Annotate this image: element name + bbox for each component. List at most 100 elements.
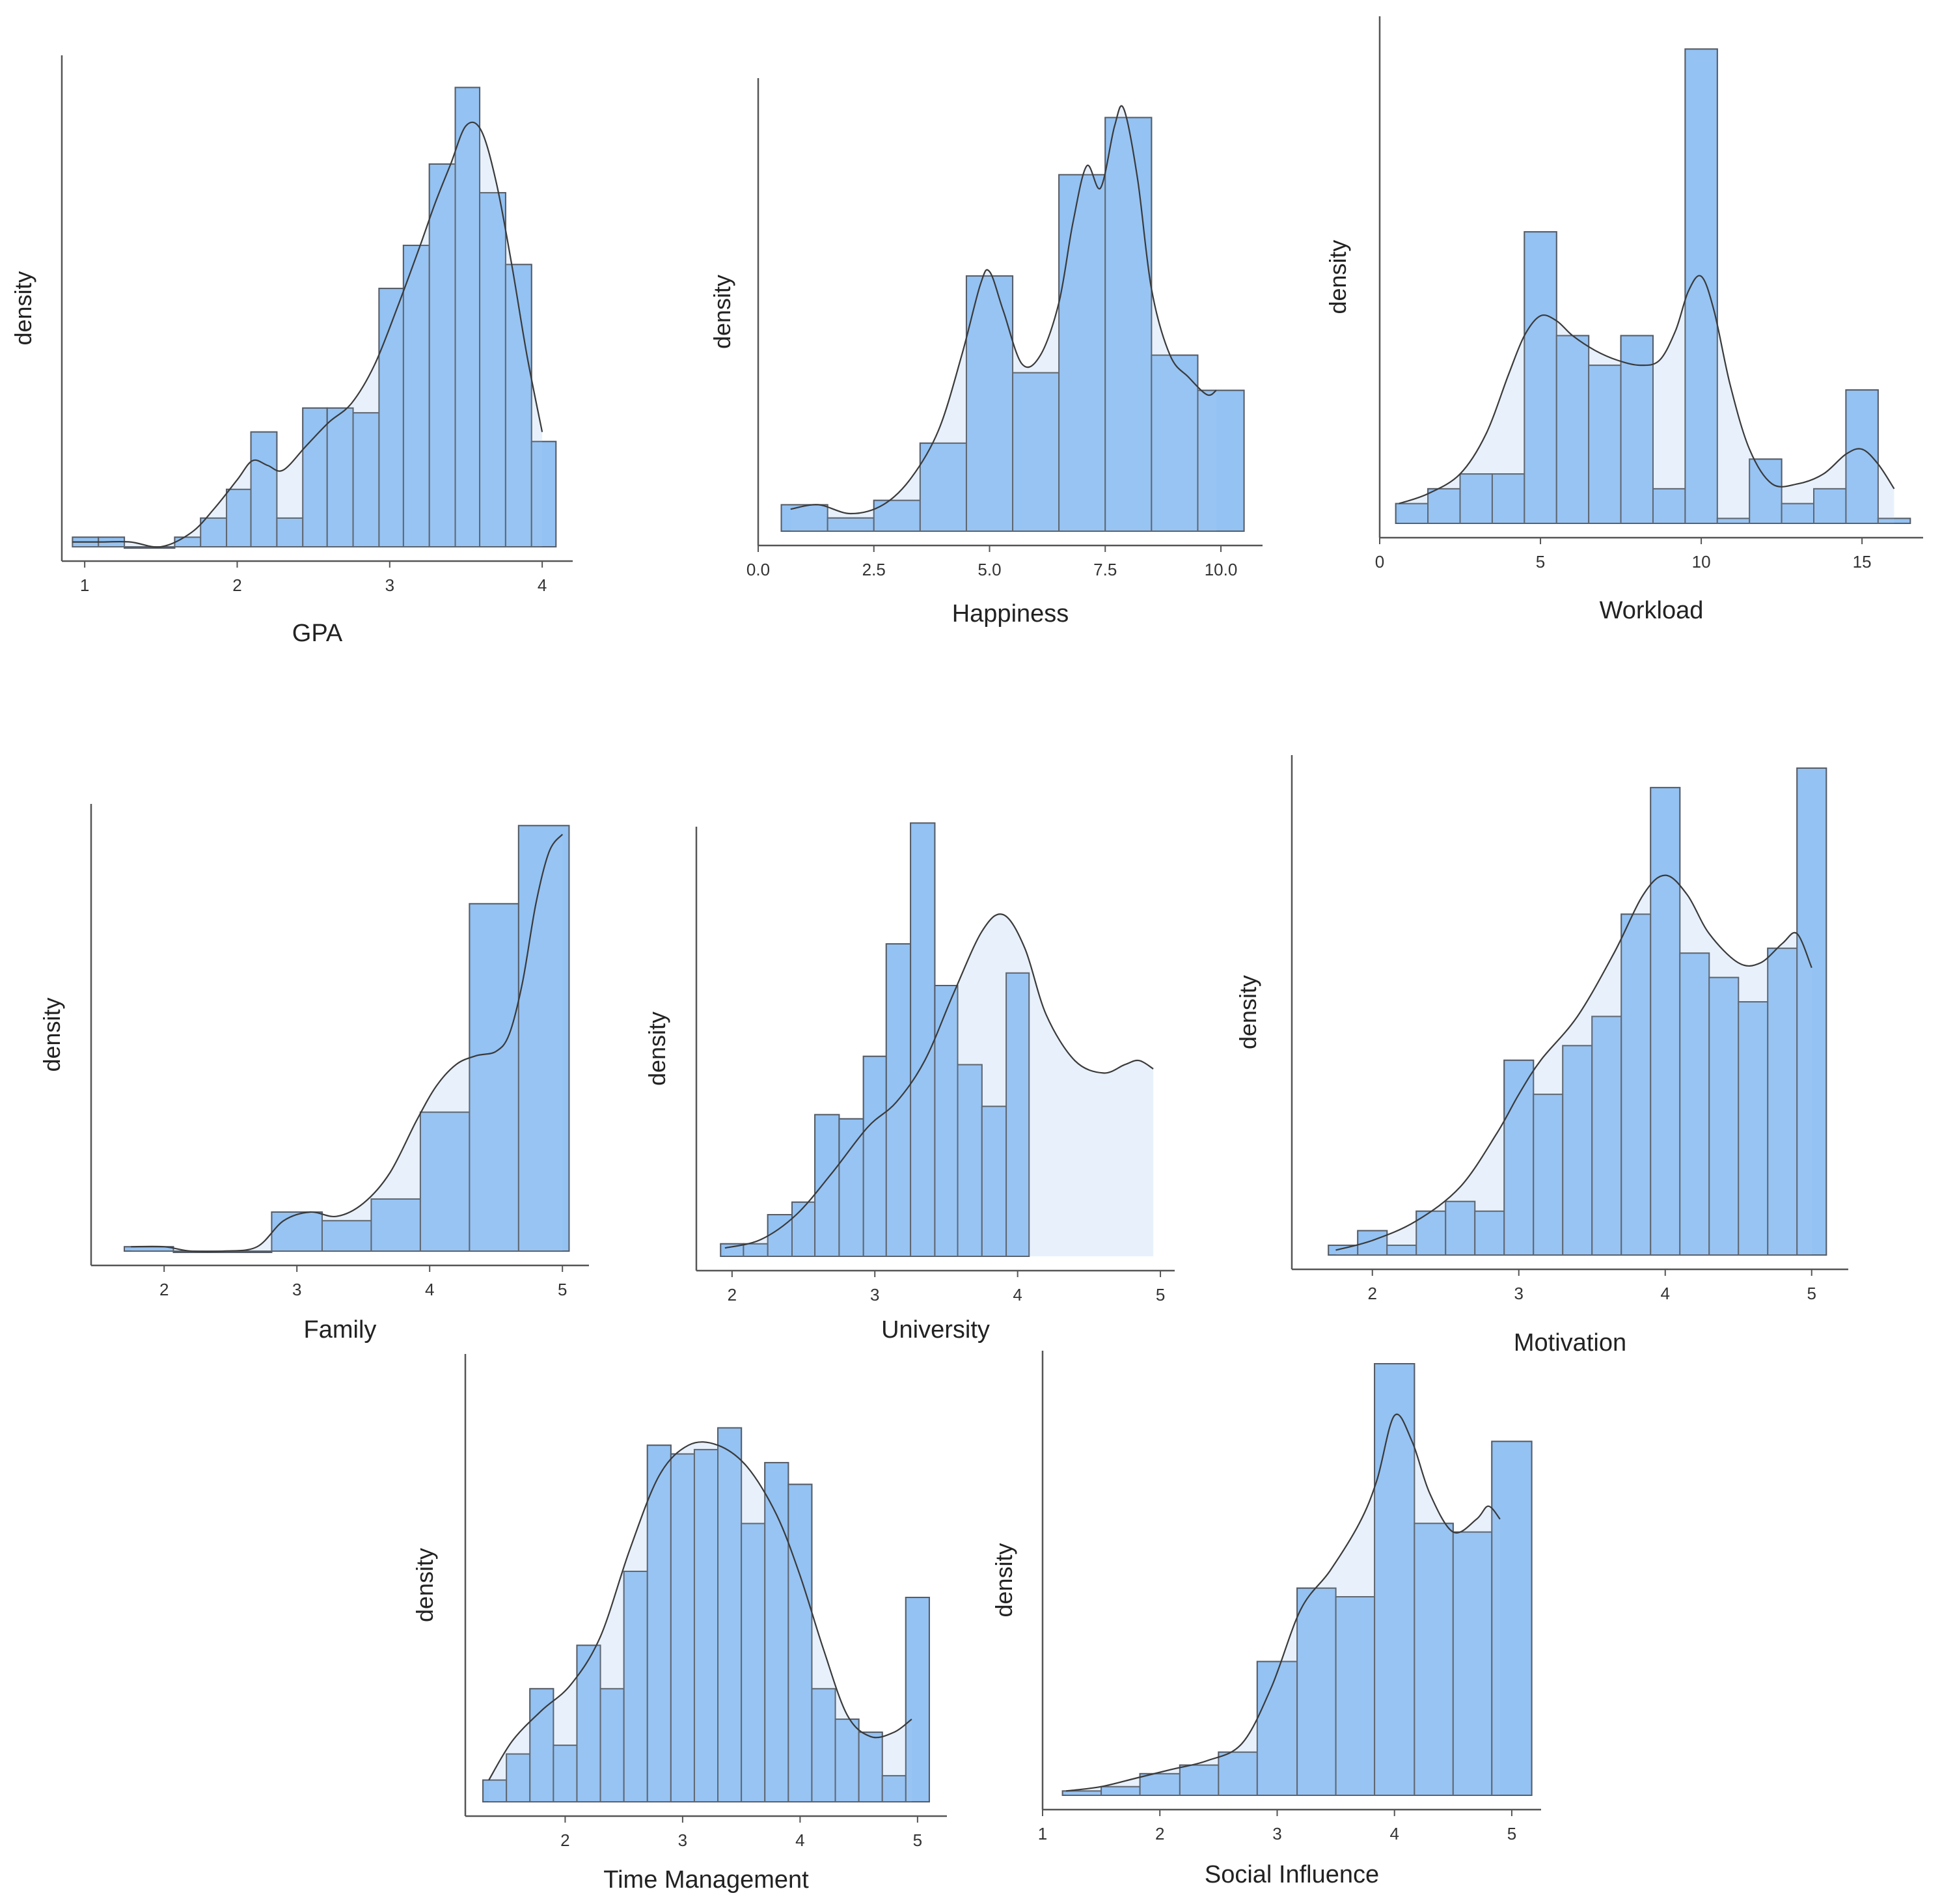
histogram-bar-overlay [1058, 174, 1106, 532]
histogram-bar-overlay [1781, 503, 1815, 525]
histogram-bar-overlay [302, 407, 328, 547]
density-curve [72, 121, 543, 548]
x-tick-label: 5 [913, 1830, 922, 1850]
histogram-bar-overlay [670, 1453, 695, 1803]
histogram-bar-overlay [1555, 335, 1590, 525]
histogram-bar-overlay [1179, 1764, 1220, 1797]
x-axis-title: Time Management [603, 1866, 809, 1894]
histogram-bar-overlay [1620, 913, 1652, 1256]
density-curve [488, 1441, 912, 1781]
histogram-bar-overlay [743, 1243, 769, 1258]
x-tick-label: 2 [232, 575, 241, 595]
histogram-bar-overlay [1813, 488, 1847, 524]
density-curve [1065, 1413, 1501, 1792]
histogram-bar-overlay [1061, 1790, 1102, 1797]
density-curve [1399, 275, 1895, 504]
histogram-bar-overlay [814, 1114, 840, 1258]
histogram-bar-overlay [910, 822, 936, 1257]
histogram-bar-overlay [1845, 389, 1879, 524]
histogram-bar-overlay [881, 1774, 907, 1802]
histogram-bar-overlay [1452, 1531, 1493, 1797]
histogram-bar-overlay [1620, 335, 1654, 525]
x-tick-label: 4 [1013, 1285, 1022, 1304]
histogram-bar-overlay [1562, 1045, 1593, 1256]
histogram-bar-overlay [276, 517, 304, 548]
histogram-bar-overlay [1296, 1587, 1337, 1796]
histogram-bar-overlay [1588, 365, 1622, 524]
histogram-bar-overlay [1491, 473, 1525, 524]
x-tick-label: 5 [558, 1280, 567, 1299]
x-axis-title: Motivation [1514, 1329, 1626, 1357]
histogram-bar-overlay [226, 488, 252, 547]
histogram-bar-overlay [402, 244, 430, 547]
happiness-bars-overlay [780, 117, 1245, 532]
histogram-bar-overlay [599, 1688, 625, 1803]
histogram-bar-overlay [454, 87, 481, 547]
histogram-bar-overlay [1708, 976, 1740, 1256]
histogram-bar-overlay [1474, 1210, 1505, 1256]
histogram-bar-overlay [1652, 488, 1686, 524]
histogram-bar-overlay [124, 546, 151, 549]
chart-motivation: 2 3 4 5 Motivation density [1235, 755, 1848, 1357]
histogram-bar-overlay [1716, 517, 1751, 524]
x-tick-label: 1 [1038, 1824, 1047, 1843]
histogram-bar-overlay [530, 441, 557, 547]
histogram-bar-overlay [787, 1483, 813, 1803]
histogram-bar-overlay [271, 1211, 323, 1252]
x-axis-title: Workload [1600, 597, 1704, 624]
histogram-bar-overlay [811, 1688, 836, 1803]
y-axis-title: density [411, 1548, 438, 1622]
histogram-bar-overlay [1374, 1363, 1415, 1796]
histogram-bar-overlay [957, 1064, 983, 1257]
histogram-bar-overlay [1591, 1015, 1622, 1256]
histogram-bar-overlay [862, 1055, 887, 1258]
histogram-bar-overlay [200, 517, 228, 548]
histogram-bar-overlay [517, 825, 570, 1252]
histogram-bar-overlay [326, 407, 354, 547]
x-axis-title: University [881, 1316, 990, 1344]
histogram-bar-overlay [576, 1644, 601, 1803]
chart-workload: 0 5 10 15 Workload density [1324, 16, 1923, 624]
histogram-bar-overlay [1414, 1523, 1454, 1797]
histogram-bar-overlay [482, 1779, 508, 1803]
density-curve [790, 105, 1217, 515]
x-tick-label: 0 [1375, 552, 1384, 572]
histogram-bar-overlay [1104, 117, 1153, 532]
x-tick-label: 5 [1536, 552, 1545, 572]
histogram-bar-overlay [1877, 517, 1911, 524]
histogram-bar-overlay [905, 1597, 930, 1803]
histogram-bar-overlay [1012, 372, 1060, 532]
x-tick-label: 2 [159, 1280, 169, 1299]
histogram-bar-overlay [1151, 354, 1199, 532]
chart-social-influence: 1 2 3 4 5 Social Influence density [991, 1351, 1541, 1888]
histogram-bar-overlay [1738, 1001, 1769, 1256]
x-tick-label: 5 [1507, 1824, 1516, 1843]
x-tick-label: 15 [1853, 552, 1872, 572]
density-curve [724, 913, 1154, 1249]
chart-happiness: 0.0 2.5 5.0 7.5 10.0 Happiness density [709, 78, 1263, 628]
x-tick-label: 4 [425, 1280, 434, 1299]
histogram-bar-overlay [741, 1523, 766, 1802]
histogram-bar-overlay [1197, 389, 1245, 532]
histogram-bar-overlay [1328, 1245, 1359, 1256]
histogram-bar-overlay [858, 1732, 883, 1803]
x-tick-label: 3 [1272, 1824, 1281, 1843]
x-axis-title: GPA [292, 620, 343, 647]
histogram-bar-overlay [352, 412, 380, 548]
histogram-bar-overlay [419, 1111, 471, 1252]
histogram-bar-overlay [1218, 1751, 1258, 1796]
x-tick-label: 5 [1156, 1285, 1165, 1304]
x-tick-label: 2 [728, 1285, 737, 1304]
y-axis-title: density [991, 1543, 1017, 1617]
histogram-bar-overlay [1101, 1786, 1141, 1796]
histogram-bar-overlay [1445, 1200, 1476, 1256]
histogram-bar-overlay [1767, 947, 1798, 1256]
histogram-bar-overlay [1650, 786, 1681, 1256]
x-tick-label: 10 [1692, 552, 1711, 572]
histogram-bar-overlay [780, 504, 828, 532]
workload-bars-overlay [1395, 48, 1911, 525]
histogram-bar-overlay [1796, 767, 1827, 1256]
histogram-bar-overlay [873, 499, 921, 532]
x-tick-label: 3 [1514, 1284, 1524, 1303]
